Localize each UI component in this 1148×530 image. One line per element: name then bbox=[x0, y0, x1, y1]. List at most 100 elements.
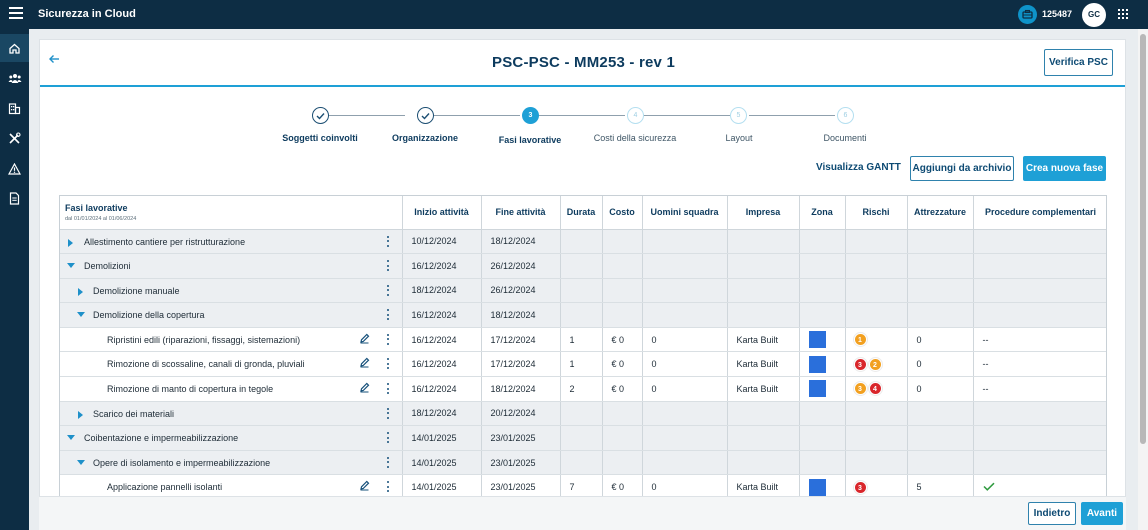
collapse-caret-icon[interactable] bbox=[77, 312, 85, 318]
collapse-caret-icon[interactable] bbox=[67, 435, 75, 441]
row-menu-icon[interactable] bbox=[387, 260, 390, 272]
risk-badge[interactable]: 2 bbox=[868, 357, 882, 371]
back-arrow-icon[interactable] bbox=[48, 52, 60, 70]
user-avatar[interactable]: GC bbox=[1082, 3, 1106, 27]
sidebar-item-documents[interactable] bbox=[0, 184, 29, 212]
step-2-label[interactable]: Organizzazione bbox=[391, 133, 458, 143]
edit-pencil-icon[interactable] bbox=[359, 357, 370, 370]
step-6-number[interactable]: 6 bbox=[837, 107, 854, 124]
zone-color-swatch[interactable] bbox=[808, 380, 826, 398]
risk-badge[interactable]: 4 bbox=[868, 382, 882, 396]
expand-caret-icon[interactable] bbox=[78, 410, 83, 419]
step-5-label[interactable]: Layout bbox=[725, 133, 753, 143]
end-date-cell: 17/12/2024 bbox=[481, 351, 561, 378]
phase-activity-row[interactable]: Rimozione di manto di copertura in tegol… bbox=[60, 376, 1106, 402]
phase-group-row[interactable]: Demolizioni 16/12/2024 26/12/2024 bbox=[60, 253, 1106, 279]
zone-color-swatch[interactable] bbox=[808, 331, 826, 349]
phase-activity-row[interactable]: Applicazione pannelli isolanti 14/01/2025… bbox=[60, 474, 1106, 501]
wallet-icon[interactable] bbox=[1018, 5, 1037, 24]
phase-group-row[interactable]: Allestimento cantiere per ristrutturazio… bbox=[60, 229, 1106, 255]
warning-icon bbox=[8, 163, 21, 175]
row-menu-icon[interactable] bbox=[387, 235, 390, 247]
row-menu-icon[interactable] bbox=[387, 333, 390, 345]
risk-badge[interactable]: 3 bbox=[853, 357, 867, 371]
add-from-archive-button[interactable]: Aggiungi da archivio bbox=[910, 156, 1014, 181]
phase-group-row[interactable]: Demolizione manuale 18/12/2024 26/12/2024 bbox=[60, 278, 1106, 304]
zone-cell bbox=[799, 253, 846, 279]
row-menu-icon[interactable] bbox=[387, 481, 390, 493]
column-header-start[interactable]: Inizio attività bbox=[402, 196, 482, 230]
column-header-duration[interactable]: Durata bbox=[560, 196, 603, 230]
row-menu-icon[interactable] bbox=[387, 432, 390, 444]
step-1-check-icon[interactable] bbox=[312, 107, 329, 124]
verify-psc-button[interactable]: Verifica PSC bbox=[1044, 49, 1113, 76]
apps-grid-icon[interactable] bbox=[1118, 9, 1128, 19]
duration-cell: 1 bbox=[560, 327, 603, 353]
page-scrollbar[interactable] bbox=[1138, 29, 1148, 530]
row-menu-icon[interactable] bbox=[387, 383, 390, 395]
column-header-end[interactable]: Fine attività bbox=[481, 196, 561, 230]
scrollbar-thumb[interactable] bbox=[1140, 34, 1146, 444]
sidebar-item-home[interactable] bbox=[0, 34, 29, 62]
column-header-crew[interactable]: Uomini squadra bbox=[642, 196, 728, 230]
sidebar-item-buildings[interactable] bbox=[0, 94, 29, 122]
step-3-number[interactable]: 3 bbox=[522, 107, 539, 124]
crew-cell: 0 bbox=[642, 474, 728, 501]
company-cell: Karta Built bbox=[727, 327, 800, 353]
zone-color-swatch[interactable] bbox=[808, 478, 826, 496]
collapse-caret-icon[interactable] bbox=[77, 459, 85, 465]
create-new-phase-button[interactable]: Crea nuova fase bbox=[1023, 156, 1106, 181]
risk-badge[interactable]: 3 bbox=[853, 382, 867, 396]
column-header-cost[interactable]: Costo bbox=[602, 196, 643, 230]
step-4-number[interactable]: 4 bbox=[627, 107, 644, 124]
row-menu-icon[interactable] bbox=[387, 407, 390, 419]
expand-caret-icon[interactable] bbox=[68, 238, 73, 247]
step-4-label[interactable]: Costi della sicurezza bbox=[593, 133, 677, 143]
risk-badge[interactable]: 3 bbox=[853, 480, 867, 494]
column-header-zone[interactable]: Zona bbox=[799, 196, 846, 230]
crew-cell bbox=[642, 253, 728, 279]
edit-pencil-icon[interactable] bbox=[359, 480, 370, 493]
phase-group-row[interactable]: Opere di isolamento e impermeabilizzazio… bbox=[60, 450, 1106, 476]
risks-cell bbox=[845, 401, 908, 427]
edit-pencil-icon[interactable] bbox=[359, 382, 370, 395]
column-header-company[interactable]: Impresa bbox=[727, 196, 800, 230]
phase-group-row[interactable]: Coibentazione e impermeabilizzazione 14/0… bbox=[60, 425, 1106, 451]
step-2-check-icon[interactable] bbox=[417, 107, 434, 124]
row-menu-icon[interactable] bbox=[387, 284, 390, 296]
phase-activity-row[interactable]: Ripristini edili (riparazioni, fissaggi,… bbox=[60, 327, 1106, 353]
zone-color-swatch[interactable] bbox=[808, 355, 826, 373]
start-date-cell: 16/12/2024 bbox=[402, 376, 482, 402]
equipment-cell bbox=[907, 278, 974, 304]
row-menu-icon[interactable] bbox=[387, 358, 390, 370]
column-header-equipment[interactable]: Attrezzature bbox=[907, 196, 974, 230]
row-menu-icon[interactable] bbox=[387, 456, 390, 468]
step-5-number[interactable]: 5 bbox=[730, 107, 747, 124]
step-6-label[interactable]: Documenti bbox=[823, 133, 867, 143]
risk-badge[interactable]: 1 bbox=[853, 333, 867, 347]
step-1-label[interactable]: Soggetti coinvolti bbox=[282, 133, 358, 143]
zone-cell bbox=[799, 401, 846, 427]
next-button[interactable]: Avanti bbox=[1081, 502, 1123, 525]
phase-group-row[interactable]: Demolizione della copertura 16/12/2024 18/… bbox=[60, 302, 1106, 328]
edit-pencil-icon[interactable] bbox=[359, 333, 370, 346]
sidebar-item-people[interactable] bbox=[0, 64, 29, 92]
column-header-procedures[interactable]: Procedure complementari bbox=[973, 196, 1106, 230]
phase-activity-row[interactable]: Rimozione di scossaline, canali di grond… bbox=[60, 351, 1106, 378]
expand-caret-icon[interactable] bbox=[78, 287, 83, 296]
zone-cell bbox=[799, 474, 846, 501]
step-3-label[interactable]: Fasi lavorative bbox=[498, 135, 562, 145]
sidebar-item-warnings[interactable] bbox=[0, 155, 29, 183]
end-date-cell: 23/01/2025 bbox=[481, 450, 561, 476]
column-header-phases[interactable]: Fasi lavorative dal 01/01/2024 al 01/06/… bbox=[60, 196, 403, 230]
view-gantt-link[interactable]: Visualizza GANTT bbox=[816, 162, 901, 173]
hamburger-menu-icon[interactable] bbox=[9, 7, 23, 21]
row-menu-icon[interactable] bbox=[387, 309, 390, 321]
phase-group-row[interactable]: Scarico dei materiali 18/12/2024 20/12/202… bbox=[60, 401, 1106, 427]
collapse-caret-icon[interactable] bbox=[67, 263, 75, 269]
back-button[interactable]: Indietro bbox=[1028, 502, 1076, 525]
start-date-cell: 14/01/2025 bbox=[402, 425, 482, 451]
sidebar-item-tools[interactable] bbox=[0, 124, 29, 152]
column-header-label: Fasi lavorative bbox=[65, 202, 128, 213]
column-header-risks[interactable]: Rischi bbox=[845, 196, 908, 230]
